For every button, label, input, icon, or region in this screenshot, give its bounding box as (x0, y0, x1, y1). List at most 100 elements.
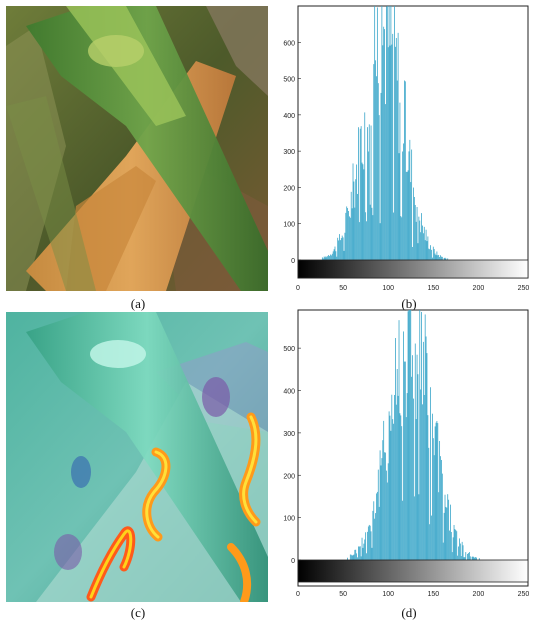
histogram-bar (426, 241, 428, 260)
histogram-bar (392, 33, 394, 260)
histogram-bar (351, 555, 353, 560)
histogram-bar (404, 361, 406, 560)
histogram-bar (377, 83, 379, 260)
histogram-bar (324, 257, 326, 260)
histogram-bar (407, 311, 409, 560)
histogram-bar (370, 125, 372, 260)
histogram-bar (436, 421, 438, 560)
histogram-bar (473, 557, 475, 560)
histogram-bar (365, 212, 367, 260)
histogram-bar (399, 413, 401, 560)
histogram-bar (349, 216, 350, 260)
histogram-bar (450, 504, 451, 560)
histogram-bar (392, 419, 394, 560)
histogram-bar (423, 226, 425, 260)
histogram-bar (401, 217, 403, 260)
histogram-bar (356, 553, 358, 560)
histogram-bar (406, 393, 408, 560)
histogram-bar (428, 447, 430, 560)
histogram-bar (363, 169, 365, 260)
histogram-bar (374, 6, 376, 260)
histogram-bar (414, 204, 416, 260)
histogram-bar (425, 336, 427, 560)
histogram-bar (406, 171, 408, 260)
histogram-bar (444, 257, 446, 260)
histogram-bar (370, 531, 372, 560)
histogram-bar (425, 229, 427, 260)
histogram-bar (458, 546, 459, 560)
histogram-bar (417, 243, 419, 260)
histogram-bar (476, 557, 477, 560)
histogram-bar (389, 45, 391, 260)
histogram-bar (367, 151, 369, 260)
x-tick-label: 100 (382, 285, 394, 292)
histogram-bar (380, 92, 382, 260)
histogram-bar (393, 423, 395, 560)
histogram-bar (424, 240, 426, 260)
histogram-bar (357, 193, 358, 260)
histogram-bar (405, 417, 407, 560)
histogram-bar (375, 60, 376, 261)
histogram-bar (435, 255, 437, 260)
histogram-bar (445, 506, 447, 560)
histogram-bar (384, 29, 385, 260)
histogram-bar (432, 246, 434, 260)
histogram-bar (405, 171, 407, 260)
histogram-bar (407, 170, 409, 260)
histogram-bar (342, 237, 344, 260)
histogram-bar (401, 426, 403, 560)
histogram-bar (445, 258, 447, 260)
histogram-bar (404, 361, 405, 560)
x-tick-label: 50 (339, 285, 347, 292)
histogram-bar (321, 257, 323, 260)
caption-b: (b) (401, 296, 417, 311)
histogram-bar (369, 204, 371, 260)
x-tick-label: 50 (339, 591, 347, 598)
histogram-bar (462, 545, 464, 560)
histogram-bar (441, 473, 443, 560)
histogram-bar (334, 246, 336, 260)
histogram-bar (343, 250, 345, 260)
histogram-bar (373, 64, 375, 260)
histogram-bar (413, 398, 414, 560)
histogram-bar (394, 6, 395, 260)
histogram-bar (456, 531, 458, 560)
histogram-bar (358, 546, 359, 560)
histogram-bar (354, 549, 356, 560)
histogram-bar (380, 465, 382, 560)
histogram-bar (468, 552, 470, 560)
histogram-bar (422, 233, 424, 260)
histogram-bar (453, 524, 455, 560)
histogram-bar (437, 423, 439, 560)
histogram-bar (444, 494, 446, 560)
histogram-bar (344, 232, 346, 260)
histogram-original: 0 100 200 300 400 500 600 0 50 100 150 200 250 (283, 5, 529, 292)
histogram-bar (362, 547, 364, 560)
histogram-bar (381, 6, 383, 260)
histogram-bar (328, 254, 330, 260)
histogram-bar (428, 248, 430, 260)
histogram-bar (350, 191, 352, 260)
histogram-bar (471, 556, 473, 560)
histogram-bar (365, 532, 367, 560)
histogram-bar (459, 543, 461, 560)
histogram-bar (367, 127, 368, 261)
histogram-bar (455, 530, 457, 560)
histogram-bar (359, 546, 361, 560)
x-tick-label: 150 (427, 285, 439, 292)
y-tick-label: 200 (283, 473, 295, 480)
histogram-bar (381, 458, 383, 560)
histogram-bar (347, 557, 349, 560)
histogram-bar (386, 482, 388, 560)
histogram-bar (447, 258, 449, 260)
histogram-bar (360, 126, 362, 260)
y-tick-label: 500 (283, 346, 295, 353)
histogram-bar (385, 452, 386, 560)
histogram-bar (366, 221, 367, 260)
histogram-bar (441, 256, 442, 260)
histogram-bar (355, 549, 357, 560)
histogram-bar (412, 246, 413, 260)
histogram-bar (396, 80, 398, 260)
histogram-bar (419, 310, 421, 560)
histogram-bar (434, 253, 436, 260)
